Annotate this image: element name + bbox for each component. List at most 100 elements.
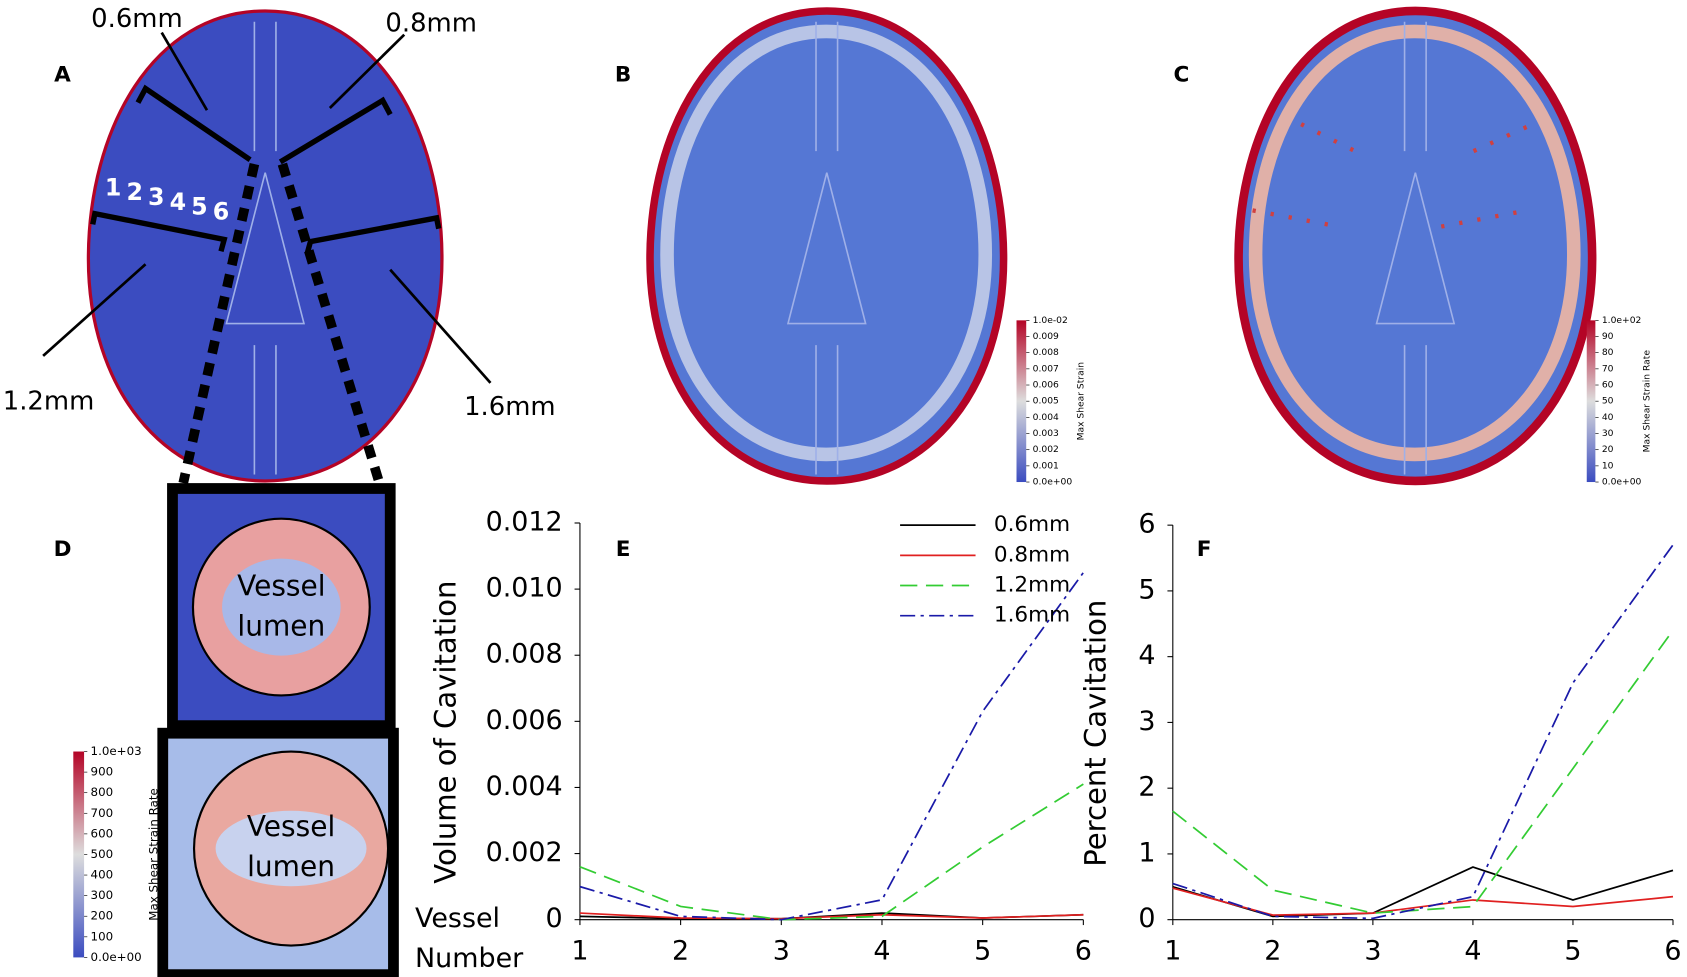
- colorbar-tick-label: 1.0e+02: [1602, 315, 1642, 326]
- colorbar-tick-label: 20: [1602, 444, 1614, 455]
- vessel-number: 4: [170, 188, 187, 216]
- colorbar-tick-label: 0.008: [1033, 347, 1059, 358]
- colorbar-tick-label: 40: [1602, 412, 1614, 423]
- y-tick-label: 0: [1138, 903, 1155, 934]
- x-tick-label: 2: [1264, 936, 1281, 967]
- colorbar-tick-label: 200: [91, 909, 114, 923]
- colorbar-tick-label: 0.002: [1033, 444, 1059, 455]
- vessel-label: lumen: [247, 850, 335, 883]
- colorbar-tick-label: 500: [91, 847, 114, 861]
- y-tick-label: 2: [1138, 772, 1155, 803]
- x-tick-label: 1: [1164, 936, 1181, 967]
- vessel-zoom-bottom: [157, 727, 399, 977]
- brain-b: [650, 11, 1004, 481]
- colorbar: [73, 751, 85, 958]
- colorbar: [1586, 320, 1596, 483]
- colorbar-title: Max Shear Strain Rate: [1642, 350, 1653, 453]
- series-line: [579, 912, 1084, 920]
- panel-letter: E: [616, 537, 631, 562]
- y-tick-label: 0.004: [486, 771, 563, 802]
- vessel-label: Vessel: [247, 810, 335, 843]
- panel-letter: F: [1197, 537, 1212, 562]
- zoom-lines: [178, 162, 385, 485]
- colorbar-tick-label: 900: [91, 765, 114, 779]
- brain-c: [1239, 11, 1593, 481]
- y-tick-label: 6: [1138, 509, 1155, 540]
- x-tick-label: 1: [571, 936, 588, 967]
- legend-label: 0.6mm: [994, 512, 1070, 537]
- colorbar-tick-label: 0.0e+00: [1602, 477, 1642, 488]
- colorbar-tick-label: 60: [1602, 380, 1614, 391]
- colorbar-tick-label: 600: [91, 826, 114, 840]
- colorbar-tick-label: 0.009: [1033, 331, 1059, 342]
- colorbar-tick-label: 100: [91, 929, 114, 943]
- y-tick-label: 0.002: [486, 837, 563, 868]
- colorbar-tick-label: 0.007: [1033, 363, 1059, 374]
- colorbar-tick-label: 700: [91, 806, 114, 820]
- colorbar-tick-label: 0.006: [1033, 380, 1059, 391]
- vessel-number: 1: [105, 173, 121, 201]
- x-tick-label: 4: [873, 936, 890, 967]
- x-tick-label: 2: [672, 936, 689, 967]
- colorbar-tick-label: 0.003: [1033, 428, 1059, 439]
- panel-letter: B: [615, 63, 631, 88]
- vessel-zoom-top: [167, 483, 396, 732]
- vessel-label: Vessel: [237, 570, 325, 603]
- x-axis-label: Vessel: [415, 903, 500, 934]
- arrows: [42, 31, 492, 384]
- colorbar-tick-label: 0.0e+00: [1033, 477, 1073, 488]
- x-tick-label: 5: [1564, 936, 1581, 967]
- colorbar-tick-label: 0.001: [1033, 460, 1059, 471]
- y-tick-label: 0.012: [486, 506, 563, 537]
- panel-letter: C: [1174, 63, 1190, 88]
- legend-label: 0.8mm: [994, 542, 1070, 567]
- x-axis-label: Number: [415, 943, 524, 974]
- vessel-label: lumen: [237, 610, 325, 643]
- colorbar-tick-label: 1.0e-02: [1033, 315, 1068, 326]
- series-line: [579, 783, 1084, 921]
- x-tick-label: 6: [1664, 936, 1681, 967]
- colorbar-tick-label: 0.004: [1033, 412, 1059, 423]
- colorbar-title: Max Shear Strain: [1076, 362, 1087, 441]
- colorbar-tick-label: 80: [1602, 347, 1614, 358]
- size-label: 0.6mm: [91, 4, 183, 34]
- brackets: [90, 84, 442, 255]
- vessel-number: 2: [126, 178, 143, 206]
- y-tick-label: 4: [1138, 640, 1155, 671]
- colorbar-tick-label: 800: [91, 785, 114, 799]
- y-axis-label: Volume of Cavitation: [428, 581, 462, 884]
- y-tick-label: 1: [1138, 837, 1155, 868]
- size-label: 1.2mm: [3, 387, 95, 417]
- series-line: [1172, 629, 1674, 914]
- x-tick-label: 3: [773, 936, 790, 967]
- y-tick-label: 0.010: [486, 573, 563, 604]
- colorbar: [1016, 320, 1027, 483]
- x-tick-label: 6: [1075, 936, 1092, 967]
- series-line: [579, 572, 1085, 921]
- vessel-number: 5: [191, 193, 208, 221]
- y-tick-label: 3: [1138, 706, 1155, 737]
- colorbar-tick-label: 1.0e+03: [91, 744, 142, 758]
- colorbar-tick-label: 10: [1602, 460, 1614, 471]
- y-tick-label: 0.008: [486, 639, 563, 670]
- colorbar-title: Max Shear Strain Rate: [147, 788, 161, 920]
- legend-label: 1.2mm: [994, 573, 1070, 598]
- y-tick-label: 0.006: [486, 705, 563, 736]
- legend-label: 1.6mm: [994, 603, 1070, 628]
- size-label: 0.8mm: [385, 8, 477, 38]
- y-tick-label: 5: [1138, 574, 1155, 605]
- x-tick-label: 4: [1464, 936, 1481, 967]
- colorbar-tick-label: 300: [91, 888, 114, 902]
- colorbar-tick-label: 400: [91, 868, 114, 882]
- colorbar-tick-label: 0.0e+00: [91, 950, 142, 964]
- panel-letter: D: [54, 537, 72, 562]
- colorbar-tick-label: 70: [1602, 363, 1614, 374]
- colorbar-tick-label: 30: [1602, 428, 1614, 439]
- y-tick-label: 0: [546, 903, 563, 934]
- colorbar-tick-label: 0.005: [1033, 396, 1059, 407]
- size-label: 1.6mm: [464, 392, 556, 422]
- colorbar-tick-label: 50: [1602, 396, 1614, 407]
- vessel-number: 6: [213, 198, 230, 226]
- colorbar-tick-label: 90: [1602, 331, 1614, 342]
